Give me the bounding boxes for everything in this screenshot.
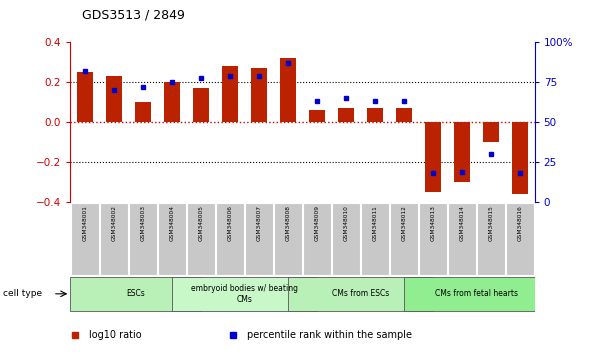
- Bar: [70, 277, 201, 311]
- Bar: [507, 203, 534, 275]
- Text: GSM348009: GSM348009: [315, 205, 320, 241]
- Text: GSM348006: GSM348006: [227, 205, 232, 241]
- Bar: [187, 203, 214, 275]
- Text: ESCs: ESCs: [126, 289, 145, 298]
- Bar: [404, 277, 549, 311]
- Bar: [77, 72, 93, 122]
- Text: GSM348003: GSM348003: [141, 205, 145, 241]
- Text: GSM348004: GSM348004: [169, 205, 174, 241]
- Text: embryoid bodies w/ beating
CMs: embryoid bodies w/ beating CMs: [191, 284, 298, 303]
- Text: CMs from fetal hearts: CMs from fetal hearts: [435, 289, 518, 298]
- Text: percentile rank within the sample: percentile rank within the sample: [247, 330, 412, 340]
- Text: CMs from ESCs: CMs from ESCs: [332, 289, 389, 298]
- Bar: [71, 203, 98, 275]
- Bar: [135, 102, 151, 122]
- Text: GSM348011: GSM348011: [373, 205, 378, 241]
- Bar: [164, 82, 180, 122]
- Bar: [367, 108, 383, 122]
- Bar: [251, 68, 267, 122]
- Bar: [274, 203, 302, 275]
- Text: GSM348007: GSM348007: [257, 205, 262, 241]
- Bar: [193, 88, 209, 122]
- Text: GSM348002: GSM348002: [111, 205, 116, 241]
- Text: log10 ratio: log10 ratio: [89, 330, 142, 340]
- Bar: [448, 203, 476, 275]
- Bar: [425, 122, 441, 192]
- Bar: [454, 122, 470, 182]
- Bar: [396, 108, 412, 122]
- Text: GSM348008: GSM348008: [285, 205, 290, 241]
- Text: cell type: cell type: [3, 289, 42, 298]
- Bar: [419, 203, 447, 275]
- Bar: [338, 108, 354, 122]
- Bar: [288, 277, 433, 311]
- Text: GSM348015: GSM348015: [489, 205, 494, 241]
- Text: GSM348013: GSM348013: [431, 205, 436, 241]
- Bar: [477, 203, 505, 275]
- Bar: [280, 58, 296, 122]
- Bar: [512, 122, 528, 194]
- Bar: [309, 110, 325, 122]
- Text: GSM348012: GSM348012: [401, 205, 406, 241]
- Text: GSM348001: GSM348001: [82, 205, 87, 241]
- Text: GSM348016: GSM348016: [518, 205, 522, 241]
- Bar: [332, 203, 360, 275]
- Bar: [129, 203, 156, 275]
- Bar: [222, 67, 238, 122]
- Text: GSM348010: GSM348010: [343, 205, 348, 241]
- Text: GDS3513 / 2849: GDS3513 / 2849: [82, 8, 185, 21]
- Bar: [390, 203, 418, 275]
- Bar: [245, 203, 273, 275]
- Text: GSM348014: GSM348014: [459, 205, 464, 241]
- Bar: [106, 76, 122, 122]
- Bar: [172, 277, 317, 311]
- Text: GSM348005: GSM348005: [199, 205, 203, 241]
- Bar: [483, 122, 499, 142]
- Bar: [100, 203, 128, 275]
- Bar: [303, 203, 331, 275]
- Bar: [216, 203, 244, 275]
- Bar: [361, 203, 389, 275]
- Bar: [158, 203, 186, 275]
